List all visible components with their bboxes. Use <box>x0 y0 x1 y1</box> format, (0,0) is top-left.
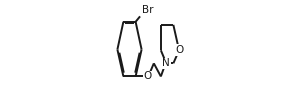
Text: O: O <box>143 71 151 81</box>
Text: Br: Br <box>142 5 154 15</box>
Text: N: N <box>162 58 170 68</box>
Text: N: N <box>162 58 170 68</box>
Text: O: O <box>175 45 183 55</box>
